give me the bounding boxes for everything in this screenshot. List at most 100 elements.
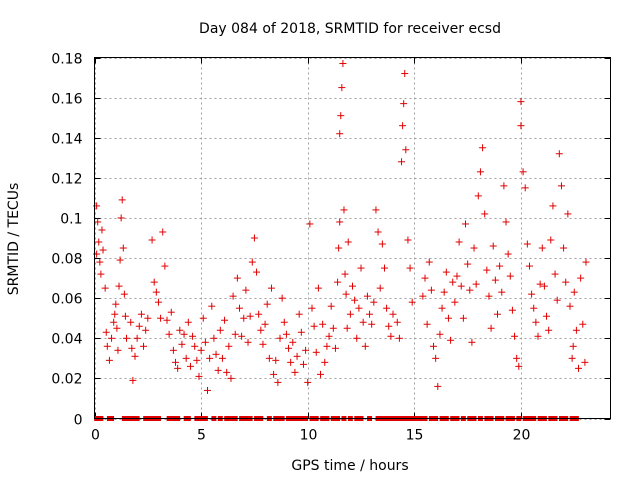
data-point	[336, 130, 344, 138]
data-point	[449, 278, 457, 286]
x-tick-labels: 0 5 10 15 20	[91, 428, 530, 444]
data-point	[447, 336, 455, 344]
data-point	[349, 282, 356, 290]
data-point	[278, 294, 286, 302]
y-tick-label: 0.18	[51, 52, 82, 68]
data-point	[572, 326, 580, 334]
data-point	[383, 304, 391, 312]
data-point	[317, 370, 325, 378]
data-point	[389, 310, 397, 318]
data-point	[530, 304, 538, 312]
data-point	[521, 184, 529, 192]
data-point	[427, 286, 435, 294]
data-point	[206, 354, 214, 362]
data-point	[508, 306, 516, 314]
data-point	[272, 356, 280, 364]
data-point	[204, 386, 212, 394]
data-point	[285, 344, 293, 352]
data-point	[331, 344, 339, 352]
data-point	[195, 372, 203, 380]
data-point	[129, 376, 137, 384]
data-point	[523, 240, 531, 248]
data-point	[118, 196, 126, 204]
y-tick-label: 0	[74, 413, 83, 429]
data-point	[425, 258, 433, 266]
data-point	[378, 240, 386, 248]
data-point	[122, 334, 130, 342]
data-point	[393, 318, 401, 326]
data-point	[581, 358, 589, 366]
data-point	[385, 322, 393, 330]
data-point	[238, 332, 246, 340]
data-point	[199, 314, 207, 322]
data-point	[131, 352, 139, 360]
data-point	[372, 206, 380, 214]
data-point	[253, 268, 261, 276]
data-point	[144, 314, 152, 322]
data-point	[216, 326, 224, 334]
data-point	[370, 298, 378, 306]
data-point	[506, 272, 514, 280]
data-point	[549, 202, 557, 210]
data-point	[108, 334, 116, 342]
data-point	[557, 182, 565, 190]
data-point	[338, 84, 346, 92]
data-point	[579, 320, 587, 328]
data-point	[519, 168, 527, 176]
data-point	[186, 362, 194, 370]
data-point	[517, 98, 525, 106]
data-point	[94, 218, 102, 226]
data-point	[464, 260, 472, 268]
data-point	[498, 288, 506, 296]
data-point	[337, 112, 345, 120]
data-point	[116, 256, 124, 264]
data-point	[368, 320, 376, 328]
data-point	[105, 356, 113, 364]
data-point	[366, 310, 374, 318]
data-point	[536, 280, 544, 288]
data-point	[470, 244, 478, 252]
data-point	[165, 330, 173, 338]
data-point	[95, 238, 103, 246]
data-point	[569, 342, 577, 350]
y-tick-label: 0.14	[51, 132, 82, 148]
data-point	[121, 312, 129, 320]
data-point	[564, 210, 572, 218]
data-point	[135, 322, 143, 330]
data-point	[302, 346, 310, 354]
data-point	[462, 220, 470, 228]
data-point	[176, 326, 184, 334]
data-point	[299, 360, 307, 368]
data-point	[540, 282, 548, 290]
y-tick-label: 0.1	[60, 212, 82, 228]
data-point	[395, 334, 403, 342]
data-point	[401, 70, 409, 78]
data-point	[323, 342, 331, 350]
data-point	[113, 324, 121, 332]
data-point	[295, 310, 303, 318]
data-point	[248, 258, 256, 266]
data-point	[487, 324, 495, 332]
data-point	[117, 214, 125, 222]
data-point	[363, 292, 371, 300]
data-point	[577, 274, 585, 282]
data-point	[99, 246, 107, 254]
data-point	[485, 292, 493, 300]
data-point	[310, 322, 318, 330]
data-point	[457, 282, 465, 290]
data-point	[257, 326, 265, 334]
data-point	[157, 314, 165, 322]
data-point	[357, 264, 365, 272]
data-point	[353, 334, 361, 342]
data-point	[184, 318, 192, 326]
x-tick-label: 15	[406, 428, 424, 444]
data-point	[339, 60, 347, 68]
data-point	[140, 342, 148, 350]
y-tick-label: 0.06	[51, 292, 82, 308]
data-point	[355, 304, 363, 312]
data-point	[154, 298, 162, 306]
y-axis-label: SRMTID / TECUs	[6, 183, 22, 296]
data-point	[562, 278, 570, 286]
data-point	[304, 378, 312, 386]
data-point	[96, 258, 104, 266]
